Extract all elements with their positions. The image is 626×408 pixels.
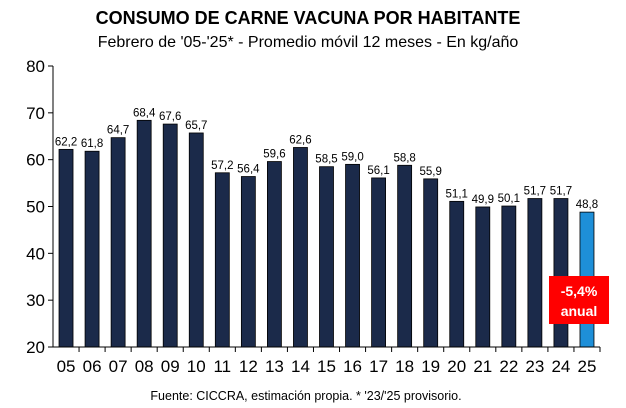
x-tick-label-08: 08 <box>135 357 154 376</box>
y-tick-label: 60 <box>26 151 45 170</box>
x-tick-label-17: 17 <box>369 357 388 376</box>
x-tick-label-07: 07 <box>109 357 128 376</box>
y-axis-ticks: 20 30 40 50 60 70 80 <box>26 57 53 357</box>
x-tick-label-19: 19 <box>421 357 440 376</box>
data-label-21: 49,9 <box>472 194 494 206</box>
x-tick-label-22: 22 <box>499 357 518 376</box>
bar-05 <box>58 148 74 348</box>
x-tick-label-05: 05 <box>57 357 76 376</box>
bar-08 <box>136 119 152 348</box>
data-label-18: 58,8 <box>393 152 415 164</box>
data-label-16: 59,0 <box>341 151 363 163</box>
y-tick-label: 20 <box>26 338 45 357</box>
chart-title: CONSUMO DE CARNE VACUNA POR HABITANTE <box>96 8 521 28</box>
data-label-25: 48,8 <box>576 199 598 211</box>
data-label-07: 64,7 <box>107 125 129 137</box>
bar-13 <box>267 161 282 348</box>
x-tick-label-12: 12 <box>239 357 258 376</box>
data-label-13: 59,6 <box>263 149 285 161</box>
x-tick-label-13: 13 <box>265 357 284 376</box>
x-tick-label-23: 23 <box>525 357 544 376</box>
data-labels: 62,2 61,8 64,7 68,4 67,6 65,7 57,2 56,459,6 62,6… <box>55 107 598 211</box>
annual-change-badge: -5,4% anual <box>549 276 609 324</box>
bar-09 <box>162 123 178 348</box>
source-note: Fuente: CICCRA, estimación propia. * '23… <box>150 389 461 403</box>
x-tick-label-20: 20 <box>447 357 466 376</box>
bar-16 <box>345 163 360 348</box>
data-label-08: 68,4 <box>133 107 156 119</box>
data-label-23: 51,7 <box>524 186 546 198</box>
x-tick-label-25: 25 <box>578 357 597 376</box>
annual-change-label: anual <box>561 303 598 319</box>
bar-06 <box>84 150 100 348</box>
bar-18 <box>397 164 413 348</box>
data-label-17: 56,1 <box>367 165 389 177</box>
bar-10 <box>188 132 204 348</box>
data-label-20: 51,1 <box>446 188 468 200</box>
data-label-24: 51,7 <box>550 186 572 198</box>
x-tick-label-24: 24 <box>551 357 570 376</box>
data-label-10: 65,7 <box>185 120 207 132</box>
bar-12 <box>240 176 256 348</box>
bar-22 <box>501 205 517 348</box>
data-label-11: 57,2 <box>211 160 233 172</box>
data-label-22: 50,1 <box>498 193 520 205</box>
y-tick-label: 70 <box>26 104 45 123</box>
x-tick-label-10: 10 <box>187 357 206 376</box>
y-tick-label: 80 <box>26 57 45 76</box>
bar-15 <box>319 166 334 348</box>
annual-change-value: -5,4% <box>561 283 598 299</box>
bar-21 <box>475 206 491 348</box>
x-tick-label-14: 14 <box>291 357 310 376</box>
x-axis-ticks: 05 06 07 08 09 10 11 12 13 14 15 16 17 18 19 20 21 22 23 24… <box>57 347 601 376</box>
chart-subtitle: Febrero de '05-'25* - Promedio móvil 12 … <box>98 34 519 51</box>
bar-17 <box>371 177 386 348</box>
data-label-14: 62,6 <box>289 134 311 146</box>
x-tick-label-21: 21 <box>473 357 492 376</box>
data-label-12: 56,4 <box>237 164 260 176</box>
bar-24 <box>553 198 569 348</box>
annual-change-badge-bg <box>549 276 609 324</box>
bars <box>58 119 595 348</box>
x-tick-label-18: 18 <box>395 357 414 376</box>
y-tick-label: 50 <box>26 198 45 217</box>
bar-07 <box>110 137 126 348</box>
data-label-06: 61,8 <box>81 138 103 150</box>
x-tick-label-09: 09 <box>161 357 180 376</box>
bar-23 <box>527 198 543 348</box>
bar-20 <box>449 200 465 348</box>
x-tick-label-15: 15 <box>317 357 336 376</box>
bar-11 <box>214 172 230 348</box>
y-tick-label: 30 <box>26 291 45 310</box>
y-tick-label: 40 <box>26 244 45 263</box>
data-label-05: 62,2 <box>55 136 77 148</box>
data-label-15: 58,5 <box>315 154 337 166</box>
data-label-09: 67,6 <box>159 111 181 123</box>
bar-14 <box>293 147 308 348</box>
x-tick-label-11: 11 <box>213 357 231 376</box>
x-tick-label-16: 16 <box>343 357 362 376</box>
data-label-19: 55,9 <box>419 166 441 178</box>
bar-19 <box>423 178 439 348</box>
x-tick-label-06: 06 <box>83 357 102 376</box>
